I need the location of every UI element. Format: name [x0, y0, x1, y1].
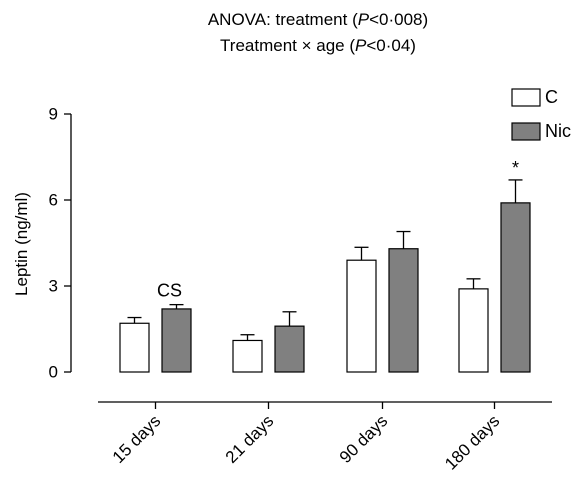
bar-C-0	[119, 322, 150, 373]
x-tick-label-0: 15 days	[109, 411, 165, 467]
x-tick-label-3: 180 days	[441, 411, 503, 473]
chart-title-line-1: ANOVA: treatment (P<0·008)	[208, 10, 428, 29]
legend-swatch-C	[511, 88, 541, 107]
legend-label-C: C	[545, 87, 558, 107]
x-tick-label-2: 90 days	[336, 411, 392, 467]
y-tick-label-2: 6	[49, 190, 58, 209]
bar-Nic-2	[388, 248, 419, 373]
legend-swatch-Nic	[511, 122, 541, 141]
bar-Nic-0	[161, 308, 192, 373]
bar-Nic-3	[500, 202, 531, 373]
bar-C-3	[458, 288, 489, 373]
chart-title-line-2: Treatment × age (P<0·04)	[220, 36, 416, 55]
bar-Nic-1	[274, 325, 305, 373]
annotation-1: *	[512, 158, 519, 178]
y-axis-label: Leptin (ng/ml)	[12, 192, 31, 296]
legend-label-Nic: Nic	[545, 121, 571, 141]
y-tick-label-3: 9	[49, 104, 58, 123]
y-tick-label-1: 3	[49, 276, 58, 295]
plot-area: 0 3 6 9 15 days 21 days 90 days 180 days CS * C Nic	[49, 87, 571, 474]
y-tick-label-0: 0	[49, 362, 58, 381]
bar-C-2	[346, 259, 377, 373]
bar-C-1	[232, 339, 263, 373]
x-tick-label-1: 21 days	[222, 411, 278, 467]
annotation-0: CS	[157, 281, 182, 301]
